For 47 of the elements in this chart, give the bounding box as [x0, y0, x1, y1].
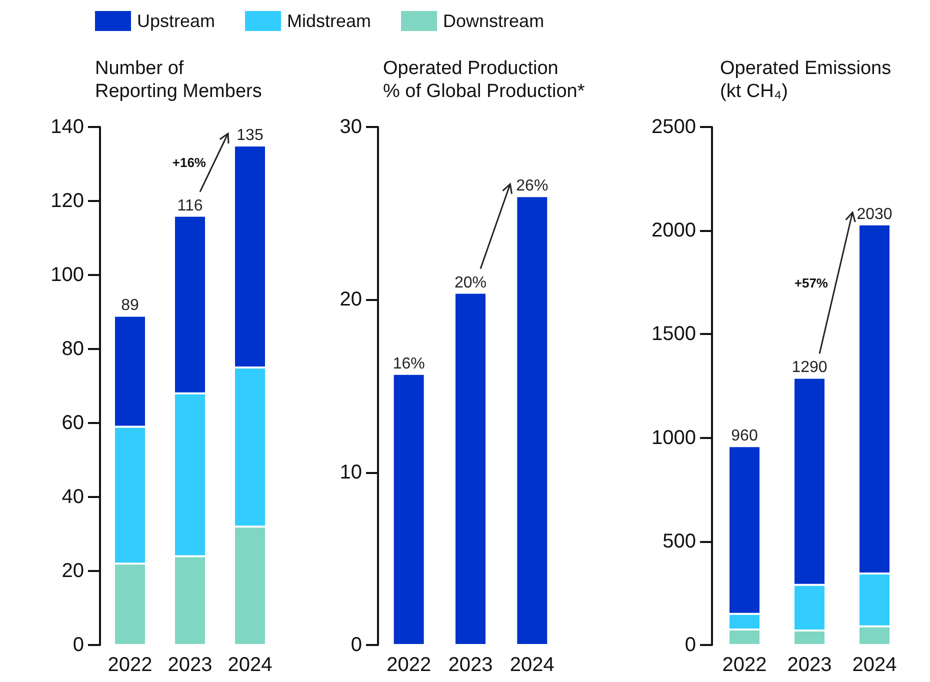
legend-label: Upstream — [137, 11, 216, 31]
x-tick-label: 2023 — [448, 654, 493, 676]
y-tick-label: 2000 — [652, 220, 696, 242]
y-tick-label: 0 — [684, 634, 696, 656]
y-tick-label: 0 — [72, 634, 84, 656]
total-label: 116 — [177, 197, 203, 214]
bar — [392, 374, 425, 645]
total-label: 1290 — [792, 359, 828, 376]
y-tick-label: 10 — [340, 461, 362, 484]
x-tick-label: 2024 — [228, 654, 272, 676]
y-tick-label: 1000 — [652, 426, 696, 449]
y-tick-label: 1500 — [652, 323, 696, 346]
x-tick-label: 2022 — [108, 654, 152, 676]
x-tick-label: 2023 — [168, 654, 212, 676]
y-tick-label: 120 — [50, 190, 84, 212]
annotation: +16% — [172, 155, 206, 170]
y-tick-label: 500 — [662, 530, 696, 552]
y-tick-label: 30 — [340, 116, 362, 138]
annotation: +57% — [794, 276, 828, 291]
bar — [516, 196, 548, 645]
x-tick-label: 2022 — [386, 654, 432, 676]
legend-label: Downstream — [443, 11, 544, 31]
x-tick-label: 2022 — [722, 654, 767, 676]
total-label: 2030 — [856, 206, 892, 223]
y-tick-label: 80 — [62, 338, 84, 360]
y-tick-label: 140 — [50, 116, 84, 138]
y-tick-label: 20 — [62, 560, 84, 582]
data-label: 26% — [516, 178, 548, 195]
total-label: 89 — [121, 297, 139, 314]
data-label: 16% — [392, 355, 425, 372]
chart-title: Operated Production % of Global Production* — [383, 58, 586, 102]
chart-title: Number of Reporting Members — [95, 58, 262, 102]
data-label: 20% — [454, 274, 487, 292]
x-tick-label: 2023 — [787, 654, 832, 676]
x-tick-label: 2024 — [510, 654, 554, 676]
y-tick-label: 40 — [62, 486, 84, 508]
total-label: 960 — [731, 428, 758, 445]
x-tick-label: 2024 — [852, 654, 897, 676]
y-tick-label: 0 — [350, 634, 362, 656]
total-label: 135 — [236, 127, 264, 144]
y-tick-label: 60 — [62, 412, 84, 434]
bar — [454, 292, 486, 645]
y-tick-label: 20 — [340, 288, 362, 311]
legend-label: Midstream — [287, 11, 372, 31]
chart-title: Operated Emissions (kt CH₄) — [720, 58, 892, 102]
y-tick-label: 2500 — [652, 116, 696, 138]
y-tick-label: 100 — [50, 264, 84, 286]
